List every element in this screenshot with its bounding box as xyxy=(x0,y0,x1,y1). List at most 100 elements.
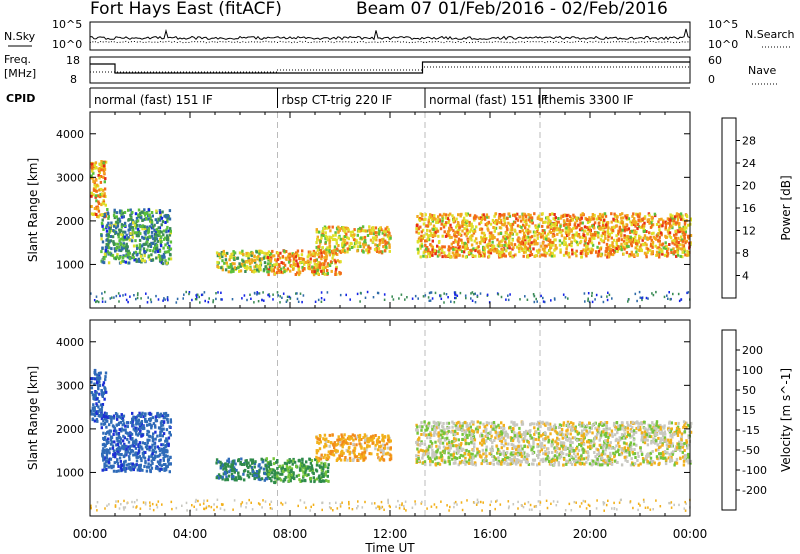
range-gate-cell xyxy=(682,225,685,229)
range-gate-cell xyxy=(639,296,642,299)
range-gate-cell xyxy=(524,226,527,230)
range-gate-cell xyxy=(272,298,274,301)
range-gate-cell xyxy=(629,235,632,239)
range-gate-cell xyxy=(99,403,103,407)
range-gate-cell xyxy=(285,258,288,261)
range-gate-cell xyxy=(129,222,132,226)
range-gate-cell xyxy=(388,245,391,249)
range-gate-cell xyxy=(532,441,535,445)
range-gate-cell xyxy=(304,260,307,264)
range-gate-cell xyxy=(165,417,169,421)
range-gate-cell xyxy=(377,250,381,254)
range-gate-cell xyxy=(590,241,594,245)
range-gate-cell xyxy=(352,459,355,462)
range-gate-cell xyxy=(495,251,499,255)
range-gate-cell xyxy=(675,212,679,216)
range-gate-cell xyxy=(593,233,597,237)
range-gate-cell xyxy=(463,227,466,231)
range-gate-cell xyxy=(633,229,637,233)
range-gate-cell xyxy=(455,225,458,229)
range-gate-cell xyxy=(492,226,495,229)
range-gate-cell xyxy=(475,237,478,241)
range-gate-cell xyxy=(135,297,137,301)
range-gate-cell xyxy=(132,231,135,235)
range-gate-cell xyxy=(326,466,330,470)
range-gate-cell xyxy=(369,238,373,242)
range-gate-cell xyxy=(534,226,538,230)
range-gate-cell xyxy=(656,246,659,250)
cpid-band: normal (fast) 151 IF rbsp CT-trig 220 IF n… xyxy=(89,87,690,108)
range-gate-cell xyxy=(138,444,142,448)
range-gate-cell xyxy=(91,176,94,180)
range-gate-cell xyxy=(164,298,166,301)
range-gate-cell xyxy=(288,252,292,256)
nave-tick-low: 0 xyxy=(708,73,715,86)
range-gate-cell xyxy=(123,223,127,227)
range-gate-cell xyxy=(142,247,146,251)
range-gate-cell xyxy=(326,246,329,250)
range-gate-cell xyxy=(634,235,637,239)
range-gate-cell xyxy=(315,455,318,459)
range-gate-cell xyxy=(683,222,687,226)
range-gate-cell xyxy=(341,454,344,457)
range-gate-cell xyxy=(583,234,586,237)
range-gate-cell xyxy=(688,241,691,245)
range-gate-cell xyxy=(125,247,128,251)
range-gate-cell xyxy=(94,410,98,414)
range-gate-cell xyxy=(346,449,350,453)
range-gate-cell xyxy=(150,211,154,214)
range-gate-cell xyxy=(456,294,459,297)
range-gate-cell xyxy=(142,211,146,215)
range-gate-cell xyxy=(496,238,499,242)
range-gate-cell xyxy=(225,469,228,472)
range-gate-cell xyxy=(120,453,123,456)
range-gate-cell xyxy=(95,418,99,421)
range-gate-cell xyxy=(461,219,465,223)
range-gate-cell xyxy=(634,246,637,250)
range-gate-cell xyxy=(464,212,468,216)
range-gate-cell xyxy=(161,414,164,418)
range-gate-cell xyxy=(529,213,532,217)
range-gate-cell xyxy=(95,412,99,415)
range-gate-cell xyxy=(629,220,632,224)
range-gate-cell xyxy=(93,166,96,170)
range-gate-cell xyxy=(363,447,366,451)
range-gate-cell xyxy=(126,450,129,454)
range-gate-cell xyxy=(281,469,285,473)
range-gate-cell xyxy=(494,436,497,440)
range-gate-cell xyxy=(636,223,640,226)
range-gate-cell xyxy=(561,214,565,218)
range-gate-cell xyxy=(156,454,159,458)
range-gate-cell xyxy=(530,218,534,222)
range-gate-cell xyxy=(334,449,337,453)
range-gate-cell xyxy=(254,460,257,464)
range-gate-cell xyxy=(318,241,322,245)
range-gate-cell xyxy=(137,466,141,470)
range-gate-cell xyxy=(627,235,630,239)
range-gate-cell xyxy=(422,461,425,465)
range-gate-cell xyxy=(239,477,243,481)
range-gate-cell xyxy=(217,460,220,464)
range-gate-cell xyxy=(634,221,637,225)
range-gate-cell xyxy=(271,254,275,258)
range-gate-cell xyxy=(136,452,139,456)
range-gate-cell xyxy=(518,225,522,228)
range-gate-cell xyxy=(247,254,250,258)
range-gate-cell xyxy=(291,462,294,466)
range-gate-cell xyxy=(389,439,392,443)
range-gate-cell xyxy=(470,243,474,247)
range-gate-cell xyxy=(146,248,149,252)
range-gate-cell xyxy=(324,266,327,270)
range-gate-cell xyxy=(148,445,151,449)
range-gate-cell xyxy=(286,267,290,271)
range-gate-cell xyxy=(249,472,252,476)
range-gate-cell xyxy=(256,293,258,296)
range-gate-cell xyxy=(315,230,318,234)
freq-line xyxy=(90,61,690,74)
range-gate-cell xyxy=(242,472,245,476)
range-gate-cell xyxy=(91,417,95,421)
range-gate-cell xyxy=(220,266,223,270)
range-gate-cell xyxy=(117,464,120,468)
range-gate-cell xyxy=(160,235,163,239)
range-gate-cell xyxy=(120,242,123,246)
